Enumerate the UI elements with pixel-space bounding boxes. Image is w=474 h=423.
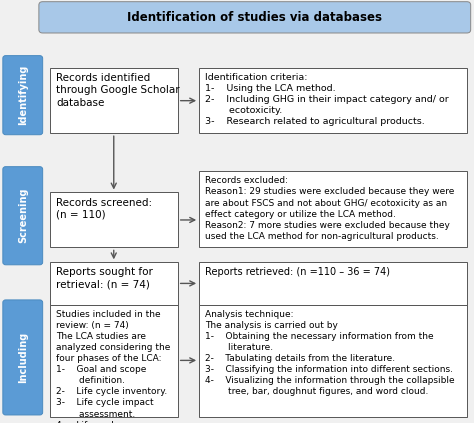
Text: Identification criteria:
1-    Using the LCA method.
2-    Including GHG in thei: Identification criteria: 1- Using the LC…: [205, 73, 449, 126]
Text: Including: Including: [18, 332, 28, 383]
FancyBboxPatch shape: [50, 305, 178, 417]
FancyBboxPatch shape: [199, 171, 467, 247]
Text: Identifying: Identifying: [18, 65, 28, 125]
Text: Analysis technique:
The analysis is carried out by
1-    Obtaining the necessary: Analysis technique: The analysis is carr…: [205, 310, 455, 396]
FancyBboxPatch shape: [39, 2, 471, 33]
FancyBboxPatch shape: [50, 262, 178, 305]
Text: Studies included in the
review: (n = 74)
The LCA studies are
analyzed considerin: Studies included in the review: (n = 74)…: [56, 310, 170, 423]
FancyBboxPatch shape: [3, 167, 43, 265]
Text: Reports sought for
retrieval: (n = 74): Reports sought for retrieval: (n = 74): [56, 267, 153, 290]
Text: Reports retrieved: (n =110 – 36 = 74): Reports retrieved: (n =110 – 36 = 74): [205, 267, 390, 277]
FancyBboxPatch shape: [199, 262, 467, 305]
Text: Records identified
through Google Scholar
database: Records identified through Google Schola…: [56, 73, 180, 107]
FancyBboxPatch shape: [50, 192, 178, 247]
FancyBboxPatch shape: [3, 56, 43, 135]
FancyBboxPatch shape: [50, 68, 178, 133]
Text: Records excluded:
Reason1: 29 studies were excluded because they were
are about : Records excluded: Reason1: 29 studies we…: [205, 176, 455, 241]
Text: Screening: Screening: [18, 188, 28, 244]
FancyBboxPatch shape: [3, 300, 43, 415]
FancyBboxPatch shape: [199, 68, 467, 133]
Text: Records screened:
(n = 110): Records screened: (n = 110): [56, 198, 152, 220]
FancyBboxPatch shape: [199, 305, 467, 417]
Text: Identification of studies via databases: Identification of studies via databases: [127, 11, 382, 24]
